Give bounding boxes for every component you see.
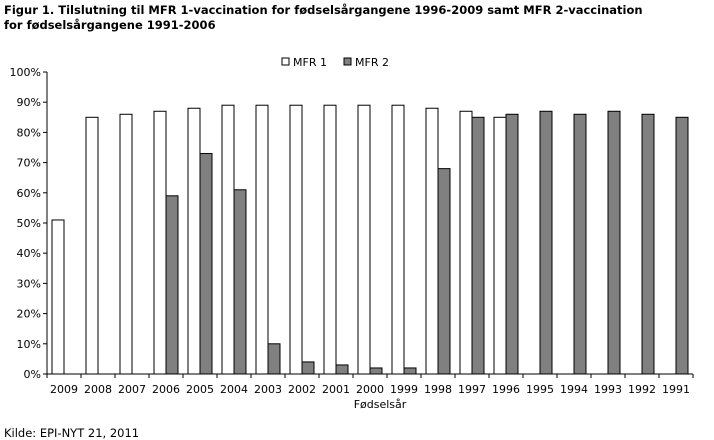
bar-mfr2 [505, 113, 519, 375]
bar-mfr1 [153, 110, 167, 375]
x-tick-label: 2001 [322, 383, 350, 396]
x-tick-label: 2009 [50, 383, 78, 396]
bar-mfr2 [233, 189, 247, 375]
y-tick-label: 90% [17, 96, 41, 109]
y-tick-label: 50% [17, 217, 41, 230]
y-tick-label: 20% [17, 308, 41, 321]
y-tick-label: 0% [24, 368, 41, 381]
bar-mfr2 [301, 361, 315, 375]
bar-mfr1 [425, 107, 439, 375]
bar-mfr2 [165, 195, 179, 375]
y-tick-label: 40% [17, 247, 41, 260]
bar-mfr2 [369, 367, 383, 375]
x-tick-label: 2006 [152, 383, 180, 396]
x-tick-label: 1991 [662, 383, 690, 396]
x-tick-label: 1997 [458, 383, 486, 396]
x-tick-label: 1998 [424, 383, 452, 396]
x-tick-label: 2003 [254, 383, 282, 396]
legend: MFR 1 MFR 2 [281, 56, 389, 69]
bar-mfr2 [267, 343, 281, 375]
bar-mfr2 [335, 364, 349, 375]
legend-label-mfr1: MFR 1 [293, 56, 327, 69]
x-tick-label: 2005 [186, 383, 214, 396]
bar-mfr1 [459, 110, 473, 375]
legend-swatch-mfr1 [281, 57, 290, 66]
y-tick-label: 30% [17, 277, 41, 290]
x-tick-label: 2004 [220, 383, 248, 396]
legend-label-mfr2: MFR 2 [355, 56, 389, 69]
x-tick-label: 1996 [492, 383, 520, 396]
x-tick-label: 2008 [84, 383, 112, 396]
bar-mfr1 [187, 107, 201, 375]
bar-mfr2 [641, 113, 655, 375]
x-tick-label: 1994 [560, 383, 588, 396]
x-tick-label: 2007 [118, 383, 146, 396]
bars [51, 104, 689, 375]
bar-mfr1 [221, 104, 235, 375]
x-tick-label: 2002 [288, 383, 316, 396]
title-line-2: for fødselsårgangene 1991-2006 [4, 18, 216, 32]
x-tick-label: 1992 [628, 383, 656, 396]
chart-title: Figur 1. Tilslutning til MFR 1-vaccinati… [4, 3, 704, 33]
title-line-1: Figur 1. Tilslutning til MFR 1-vaccinati… [4, 3, 643, 17]
source-note: Kilde: EPI-NYT 21, 2011 [4, 426, 140, 440]
bar-mfr2 [403, 367, 417, 375]
bar-mfr2 [573, 113, 587, 375]
y-tick-label: 100% [10, 66, 41, 79]
y-tick-label: 80% [17, 126, 41, 139]
y-tick-label: 70% [17, 157, 41, 170]
bar-mfr1 [323, 104, 337, 375]
bar-mfr1 [255, 104, 269, 375]
bar-mfr1 [119, 113, 133, 375]
y-tick-label: 10% [17, 338, 41, 351]
x-tick-label: 1999 [390, 383, 418, 396]
x-tick-label: 1993 [594, 383, 622, 396]
bar-mfr1 [85, 116, 99, 375]
bar-mfr1 [391, 104, 405, 375]
y-tick-label: 60% [17, 187, 41, 200]
x-tick-label: 2000 [356, 383, 384, 396]
bar-mfr2 [437, 168, 451, 375]
legend-swatch-mfr2 [343, 57, 352, 66]
bar-mfr2 [471, 116, 485, 375]
bar-mfr1 [289, 104, 303, 375]
bar-mfr2 [675, 116, 689, 375]
bar-mfr2 [199, 153, 213, 375]
bar-mfr2 [607, 110, 621, 375]
bar-mfr1 [493, 116, 507, 375]
bar-mfr2 [539, 110, 553, 375]
tick-labels: 0% 10% 20% 30% 40% 50% 60% 70% 80% 90% 100% 2009 200… [10, 66, 690, 411]
bar-mfr1 [51, 219, 65, 375]
x-tick-label: 1995 [526, 383, 554, 396]
bar-mfr1 [357, 104, 371, 375]
x-axis-title: Fødselsår [354, 398, 407, 411]
